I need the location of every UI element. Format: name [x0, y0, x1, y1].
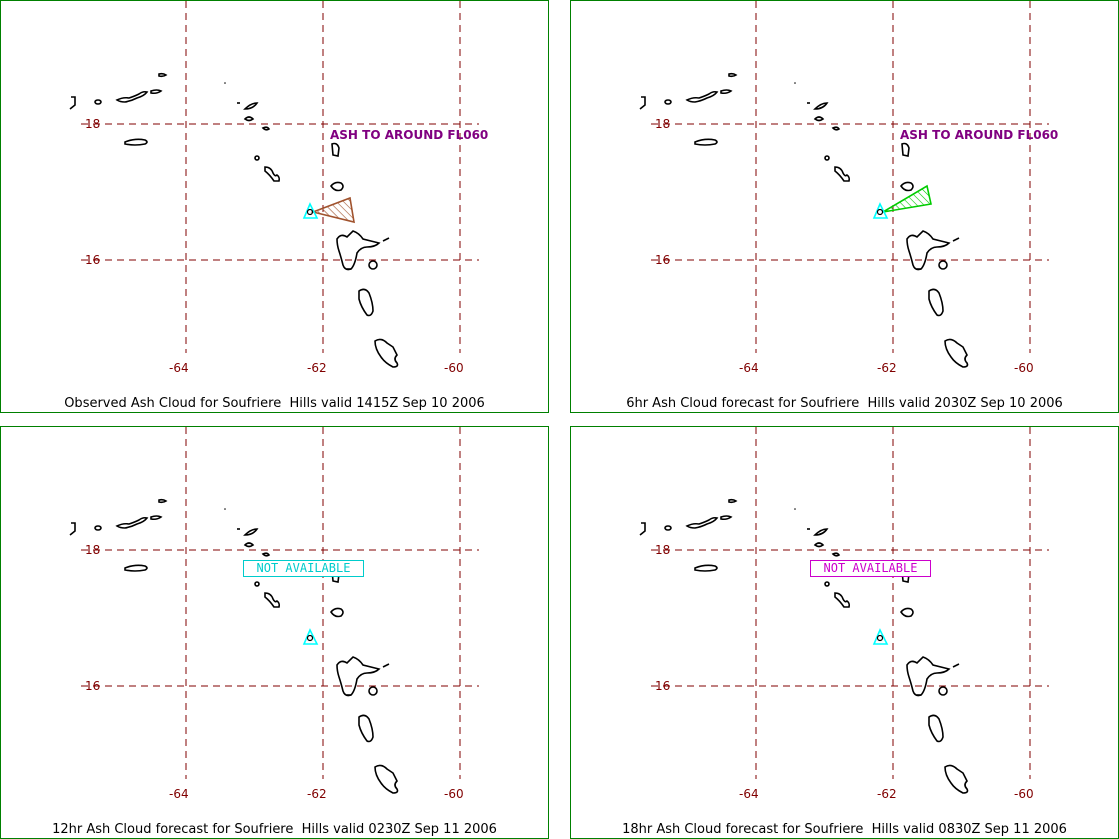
panel-fcst-18hr: 18 16 -64 -62 -60 NOT AVAILABLE 18hr Ash… [570, 426, 1119, 839]
not-available-label: NOT AVAILABLE [810, 560, 931, 577]
triangle-volcano-icon [872, 202, 889, 219]
lon-label-64: -64 [169, 787, 189, 801]
lat-lon-grid [650, 427, 1050, 780]
coastline [639, 72, 969, 368]
panel-fcst-12hr: 18 16 -64 -62 -60 NOT AVAILABLE 12hr Ash… [0, 426, 549, 839]
coastline [639, 498, 969, 794]
lon-label-64: -64 [739, 361, 759, 375]
lat-label-18: 18 [655, 543, 670, 557]
panel-caption: 6hr Ash Cloud forecast for Soufriere Hil… [626, 396, 1063, 411]
lat-label-18: 18 [655, 117, 670, 131]
lon-label-60: -60 [444, 787, 464, 801]
lon-label-62: -62 [877, 787, 897, 801]
lat-lon-grid [80, 1, 480, 354]
panel-observed: 18 16 -64 -62 -60 ASH TO AROUND FL060 Ob… [0, 0, 549, 413]
coastline [69, 498, 399, 794]
lat-label-18: 18 [85, 117, 100, 131]
triangle-volcano-icon [302, 628, 319, 645]
triangle-volcano-icon [872, 628, 889, 645]
lat-label-16: 16 [655, 253, 670, 267]
lon-label-62: -62 [877, 361, 897, 375]
lon-label-64: -64 [169, 361, 189, 375]
lat-label-16: 16 [85, 679, 100, 693]
lat-label-16: 16 [85, 253, 100, 267]
ash-cloud-polygon [882, 184, 932, 213]
lon-label-60: -60 [1014, 361, 1034, 375]
lon-label-60: -60 [1014, 787, 1034, 801]
ash-height-label: ASH TO AROUND FL060 [900, 128, 1058, 142]
not-available-label: NOT AVAILABLE [243, 560, 364, 577]
panel-caption: Observed Ash Cloud for Soufriere Hills v… [64, 396, 485, 411]
map-fcst-18hr: 18 16 -64 -62 -60 [639, 427, 1050, 801]
lat-lon-grid [80, 427, 480, 780]
lon-label-62: -62 [307, 787, 327, 801]
ash-height-label: ASH TO AROUND FL060 [330, 128, 488, 142]
lat-lon-grid [650, 1, 1050, 354]
lat-label-18: 18 [85, 543, 100, 557]
map-observed: 18 16 -64 -62 -60 ASH TO AROUND FL060 [69, 1, 488, 375]
triangle-volcano-icon [302, 202, 319, 219]
panel-fcst-6hr: 18 16 -64 -62 -60 ASH TO AROUND FL060 6h… [570, 0, 1119, 413]
lat-label-16: 16 [655, 679, 670, 693]
lon-label-60: -60 [444, 361, 464, 375]
ash-cloud-polygon [310, 196, 355, 224]
map-fcst-12hr: 18 16 -64 -62 -60 [69, 427, 480, 801]
panel-caption: 12hr Ash Cloud forecast for Soufriere Hi… [52, 822, 497, 837]
lon-label-62: -62 [307, 361, 327, 375]
panel-caption: 18hr Ash Cloud forecast for Soufriere Hi… [622, 822, 1067, 837]
lon-label-64: -64 [739, 787, 759, 801]
map-fcst-6hr: 18 16 -64 -62 -60 ASH TO AROUND FL060 [639, 1, 1058, 375]
